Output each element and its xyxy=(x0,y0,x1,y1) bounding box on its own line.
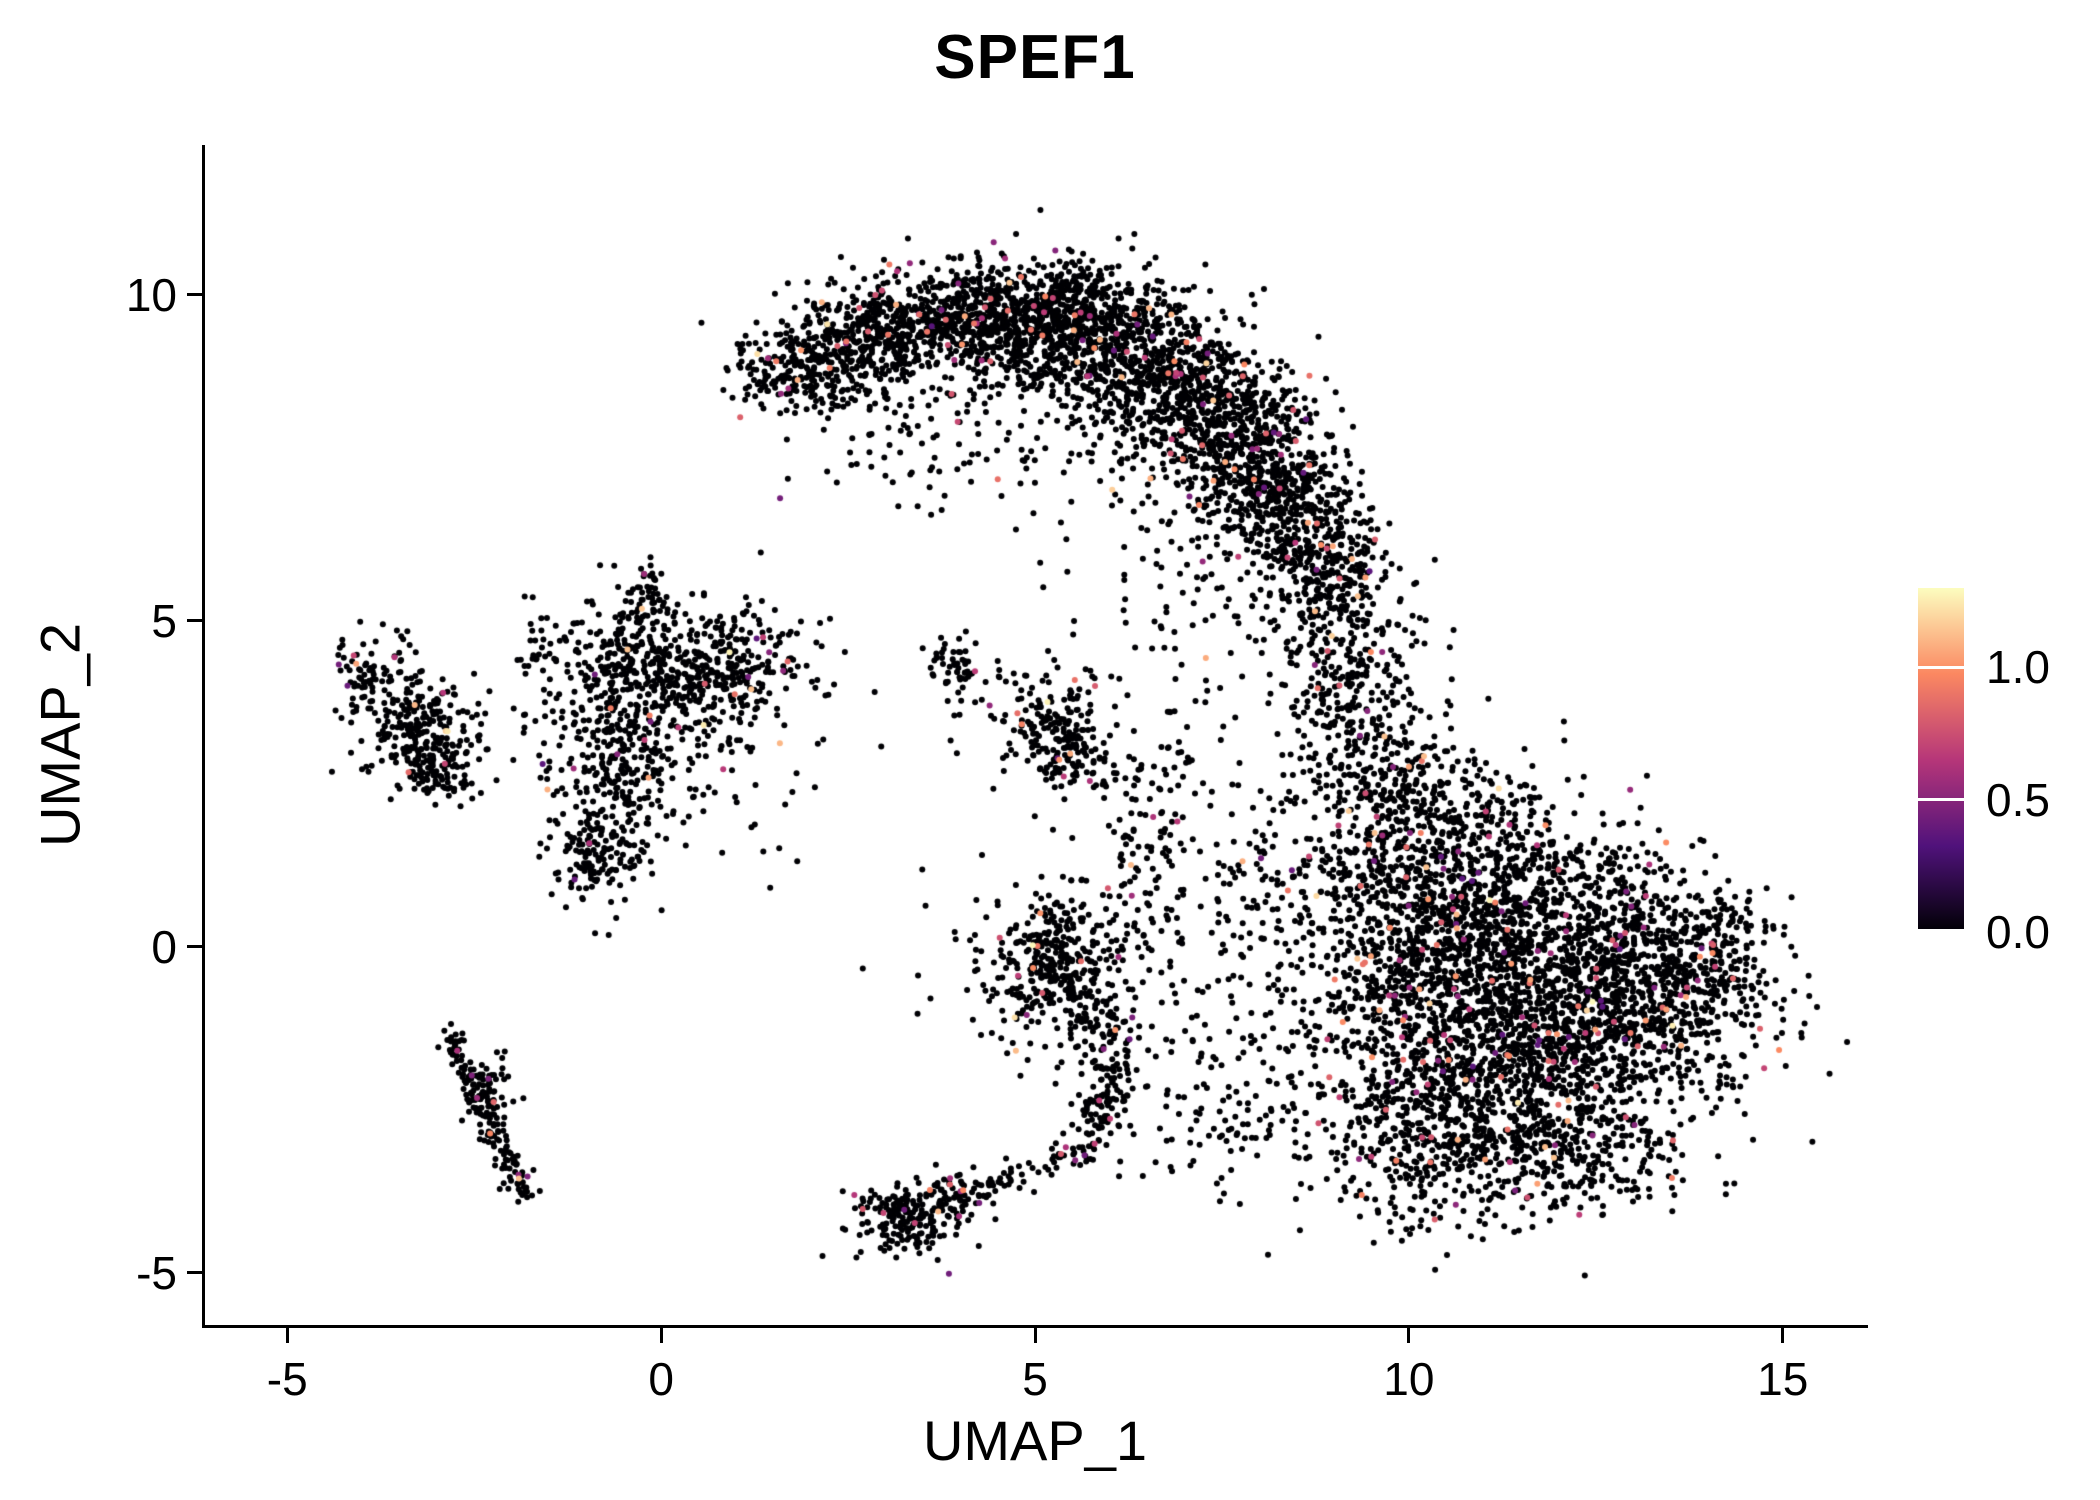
colorbar-tick-label: 0.5 xyxy=(1986,773,2050,826)
x-tick-label: 10 xyxy=(1383,1353,1435,1405)
y-tick-label: 10 xyxy=(125,268,177,321)
colorbar-gradient xyxy=(1918,588,1964,932)
x-tick-label: 5 xyxy=(1022,1353,1048,1405)
y-tick-label: 0 xyxy=(151,920,177,973)
x-tick-mark xyxy=(1407,1328,1411,1343)
x-axis-line xyxy=(202,1325,1868,1328)
y-axis-line xyxy=(202,145,205,1328)
y-tick-label: -5 xyxy=(136,1246,177,1299)
y-tick-mark xyxy=(187,945,202,949)
colorbar-tick-mark xyxy=(1918,929,1964,932)
x-tick-mark xyxy=(1781,1328,1785,1343)
colorbar-tick-label: 0.0 xyxy=(1986,906,2050,958)
colorbar-tick-label: 1.0 xyxy=(1986,641,2050,694)
y-axis-title: UMAP_2 xyxy=(28,622,92,848)
x-tick-mark xyxy=(659,1328,663,1343)
x-tick-label: 15 xyxy=(1757,1353,1809,1405)
chart-title: SPEF1 xyxy=(934,23,1136,92)
y-tick-label: 5 xyxy=(151,594,177,647)
x-tick-mark xyxy=(285,1328,289,1343)
x-tick-label: -5 xyxy=(266,1353,308,1405)
y-tick-mark xyxy=(187,619,202,623)
x-tick-label: 0 xyxy=(648,1353,674,1405)
colorbar-tick-mark xyxy=(1918,798,1964,802)
x-axis-title: UMAP_1 xyxy=(922,1409,1148,1472)
y-tick-mark xyxy=(187,1271,202,1275)
x-tick-mark xyxy=(1033,1328,1037,1343)
colorbar-tick-mark xyxy=(1918,665,1964,669)
y-tick-mark xyxy=(187,293,202,297)
